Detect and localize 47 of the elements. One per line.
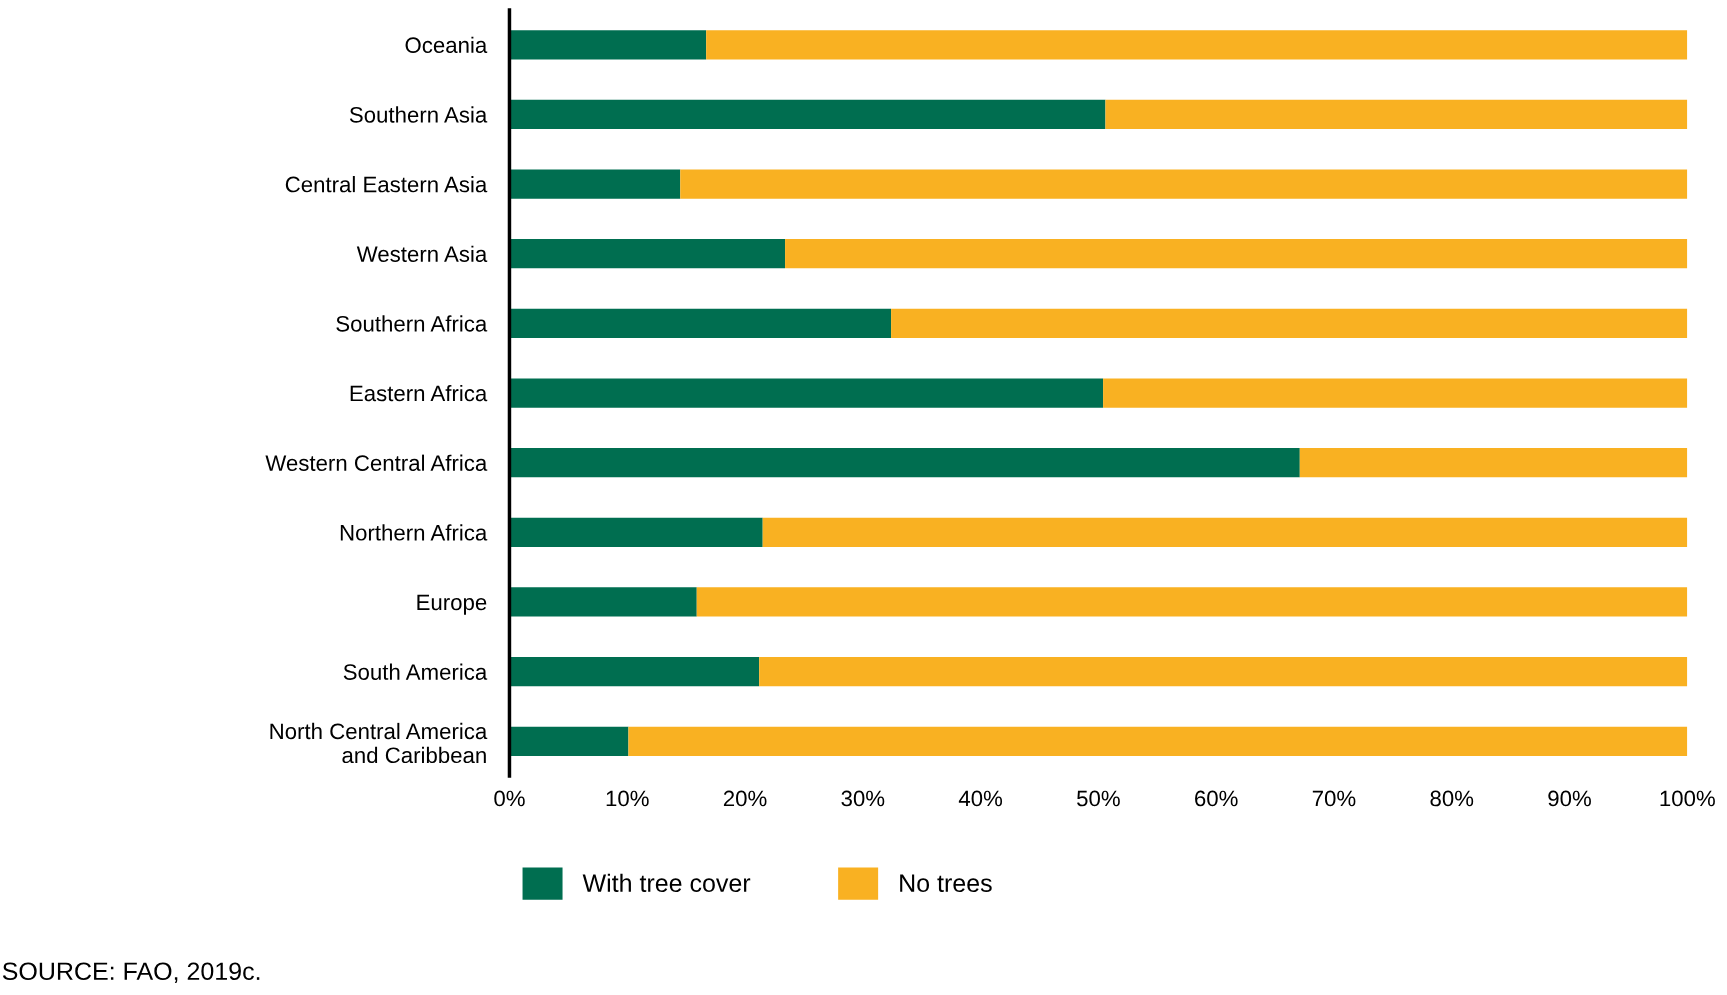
legend-label: With tree cover — [582, 873, 751, 893]
x-tick-label: 70% — [1312, 790, 1356, 807]
bar — [628, 726, 1688, 756]
bar — [509, 169, 681, 199]
y-tick-label: Central Eastern Asia — [285, 176, 488, 193]
x-tick-label: 80% — [1430, 790, 1474, 807]
bar — [509, 448, 1300, 478]
x-tick-label: 40% — [958, 790, 1003, 807]
y-tick-label: Eastern Africa — [350, 384, 488, 402]
x-tick-label: 50% — [1077, 790, 1120, 807]
bar — [509, 99, 1106, 130]
y-tick-label: Oceania — [405, 36, 488, 54]
x-tick-label: 30% — [841, 790, 885, 807]
y-tick-label: North Central America and Caribbean — [270, 722, 488, 764]
bar — [509, 378, 1104, 408]
y-tick-label: Southern Africa — [336, 315, 488, 332]
legend-label: No trees — [900, 874, 992, 893]
x-tick-label: 60% — [1195, 790, 1238, 807]
bar — [759, 657, 1688, 687]
bar — [509, 726, 629, 756]
x-tick-label: 20% — [723, 790, 767, 807]
bar — [1105, 99, 1688, 130]
bar — [509, 308, 892, 338]
bar — [509, 587, 697, 617]
y-tick-label: Western Asia — [356, 245, 488, 262]
bar — [891, 308, 1688, 338]
bar — [706, 30, 1688, 60]
bar — [1103, 378, 1688, 408]
x-tick-label: 10% — [606, 790, 649, 807]
y-tick-label: Western Central Africa — [265, 454, 488, 471]
bar — [680, 169, 1688, 199]
y-tick-label: Southern Asia — [349, 106, 488, 123]
x-tick-label: 90% — [1548, 790, 1591, 807]
source-note: SOURCE: FAO, 2019c. — [2, 962, 260, 984]
x-tick-label: 100% — [1660, 790, 1715, 807]
y-tick-label: Europe — [417, 594, 487, 615]
x-tick-label: 0% — [494, 790, 525, 807]
bar — [696, 587, 1688, 617]
bar — [1299, 448, 1688, 478]
bar — [762, 517, 1688, 547]
bar — [785, 239, 1688, 269]
bar — [509, 239, 786, 269]
y-tick-label: Northern Africa — [340, 524, 488, 541]
bar — [509, 30, 707, 60]
bar — [509, 657, 760, 687]
y-tick-label: South America — [343, 663, 488, 680]
bar — [509, 517, 763, 547]
